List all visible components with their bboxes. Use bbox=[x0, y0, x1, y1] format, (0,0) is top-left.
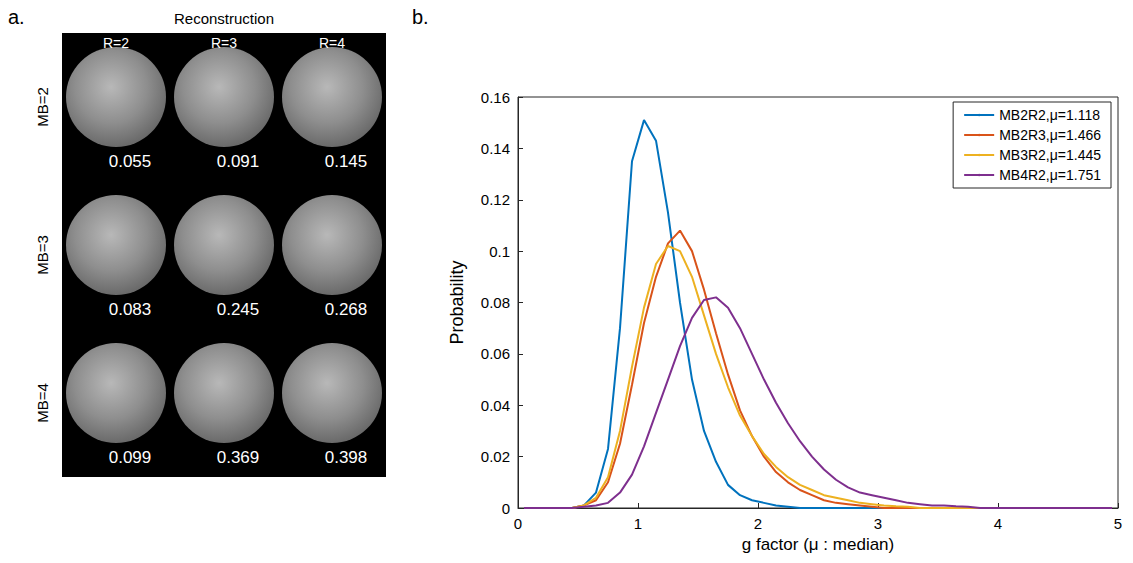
svg-text:0.083: 0.083 bbox=[109, 300, 152, 319]
svg-text:0.055: 0.055 bbox=[109, 152, 152, 171]
svg-text:0.145: 0.145 bbox=[325, 152, 368, 171]
svg-text:3: 3 bbox=[874, 515, 882, 532]
svg-text:0.268: 0.268 bbox=[325, 300, 368, 319]
svg-text:g factor (μ : median): g factor (μ : median) bbox=[742, 535, 894, 554]
svg-text:0.369: 0.369 bbox=[217, 448, 260, 467]
html-text:b.: b. bbox=[412, 6, 429, 28]
svg-text:MB=4: MB=4 bbox=[34, 383, 51, 423]
svg-text:MB=3: MB=3 bbox=[34, 235, 51, 275]
svg-text:0.398: 0.398 bbox=[325, 448, 368, 467]
svg-text:MB3R2,μ=1.445: MB3R2,μ=1.445 bbox=[999, 147, 1101, 163]
svg-text:MB4R2,μ=1.751: MB4R2,μ=1.751 bbox=[999, 167, 1101, 183]
svg-text:1: 1 bbox=[634, 515, 642, 532]
svg-text:0.099: 0.099 bbox=[109, 448, 152, 467]
svg-text:R=4: R=4 bbox=[319, 35, 345, 51]
svg-text:a.: a. bbox=[8, 6, 25, 28]
svg-text:0.14: 0.14 bbox=[481, 140, 510, 157]
svg-text:0.091: 0.091 bbox=[217, 152, 260, 171]
svg-text:0: 0 bbox=[502, 500, 510, 517]
svg-text:MB2R2,μ=1.118: MB2R2,μ=1.118 bbox=[999, 107, 1100, 123]
svg-text:0.1: 0.1 bbox=[489, 243, 510, 260]
svg-text:0: 0 bbox=[514, 515, 522, 532]
svg-text:0.245: 0.245 bbox=[217, 300, 260, 319]
svg-text:0.12: 0.12 bbox=[481, 191, 510, 208]
svg-text:R=3: R=3 bbox=[211, 35, 237, 51]
svg-text:Probability: Probability bbox=[447, 260, 467, 344]
svg-text:0.02: 0.02 bbox=[481, 448, 510, 465]
svg-text:0.08: 0.08 bbox=[481, 294, 510, 311]
svg-text:Reconstruction: Reconstruction bbox=[174, 10, 274, 27]
svg-text:MB2R3,μ=1.466: MB2R3,μ=1.466 bbox=[999, 127, 1101, 143]
svg-text:MB=2: MB=2 bbox=[34, 87, 51, 127]
svg-text:2: 2 bbox=[754, 515, 762, 532]
svg-text:0.16: 0.16 bbox=[481, 89, 510, 106]
svg-text:0.06: 0.06 bbox=[481, 345, 510, 362]
svg-text:0.04: 0.04 bbox=[481, 397, 510, 414]
svg-text:R=2: R=2 bbox=[103, 35, 129, 51]
svg-text:5: 5 bbox=[1114, 515, 1122, 532]
svg-text:4: 4 bbox=[994, 515, 1002, 532]
